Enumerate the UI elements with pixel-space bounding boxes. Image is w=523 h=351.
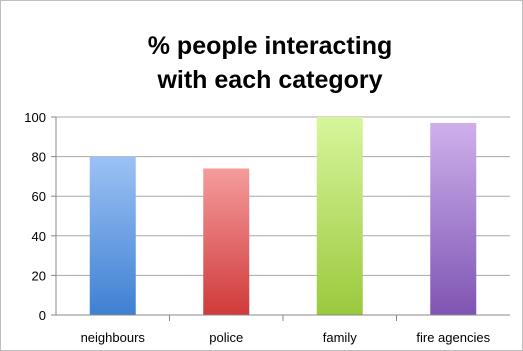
x-tick-label: police — [209, 330, 243, 345]
axes — [55, 117, 510, 316]
chart-title-line-2: with each category — [156, 66, 382, 94]
x-tick-label: neighbours — [81, 330, 146, 345]
y-tick-label: 60 — [32, 189, 46, 204]
y-tick-label: 80 — [32, 150, 46, 165]
x-tick-label: family — [323, 330, 357, 345]
y-tick-label: 20 — [32, 268, 46, 283]
y-tick-label: 100 — [24, 110, 46, 125]
y-tick-label: 0 — [39, 308, 46, 323]
x-tick-label: fire agencies — [416, 330, 490, 345]
bars — [89, 117, 477, 315]
bar-family — [316, 117, 363, 315]
y-axis-ticks: 0 20 40 60 80 100 — [24, 110, 56, 323]
y-tick-label: 40 — [32, 229, 46, 244]
chart-title-line-1: % people interacting — [148, 32, 392, 60]
bar-neighbours — [89, 156, 136, 315]
x-axis-labels: neighbours police family fire agencies — [81, 315, 491, 345]
bar-fire-agencies — [430, 122, 477, 315]
bar-police — [203, 168, 250, 315]
